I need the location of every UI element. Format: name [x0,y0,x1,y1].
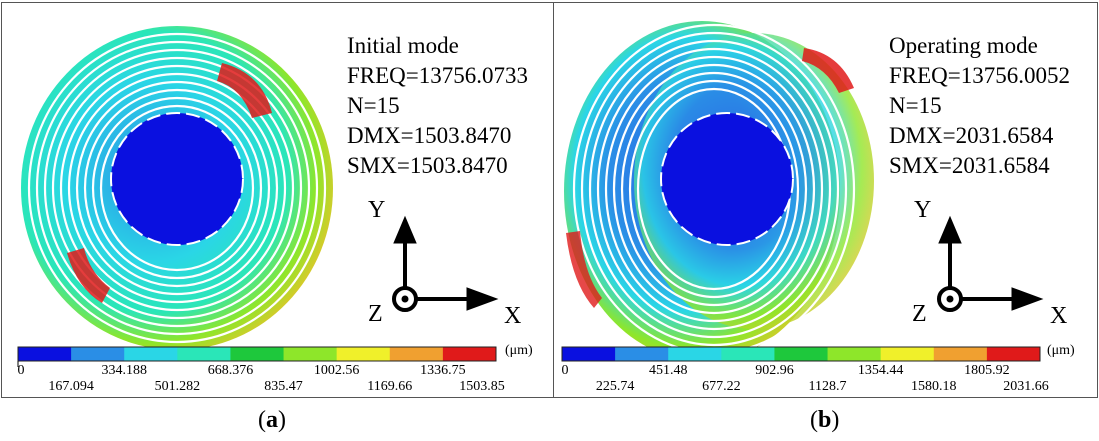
mode-title: Operating mode [889,33,1038,58]
n-readout: N=15 [347,93,400,118]
panel-operating-mode: Operating mode FREQ=13756.0052 N=15 DMX=… [553,2,1098,398]
axis-label-x: X [1050,303,1068,329]
mode-info-a: Initial mode FREQ=13756.0733 N=15 DMX=15… [347,31,528,181]
unit-label: (μm) [1047,343,1075,358]
n-readout: N=15 [889,93,942,118]
colorbar-segment [336,347,391,361]
colorbar-segment [283,347,338,361]
axis-label-y: Y [368,197,386,223]
colorbar-tick-label: 668.376 [207,363,254,378]
colorbar-segment [71,347,125,361]
colorbar-a [17,346,497,362]
axis-label-z: Z [912,301,927,327]
axis-label-y: Y [914,197,932,223]
colorbar-segment [774,347,829,361]
colorbar-tick-label: 0 [17,363,25,378]
colorbar-tick-label: 1503.85 [459,379,505,394]
colorbar-segment [615,347,669,361]
colorbar-ticks-b: 0 451.48 902.96 1354.44 1805.92 225.74 677.22 1… [554,363,1097,397]
colorbar-segment [389,347,444,361]
colorbar-segment [668,347,722,361]
mode-title: Initial mode [347,33,459,58]
axis-label-z: Z [368,301,383,327]
colorbar-tick-label: 0 [561,363,569,378]
colorbar-tick-label: 1580.18 [911,379,957,394]
hub-circle-a [111,113,243,245]
colorbar-outline [17,346,497,362]
colorbar-tick-label: 1002.56 [313,363,360,378]
colorbar-segment [721,347,775,361]
colorbar-segment [986,347,1041,361]
colorbar-tick-label: 1805.92 [964,363,1010,378]
axis-label-x: X [504,303,522,329]
caption-a: (a) [258,407,286,433]
caption-b: (b) [810,407,840,433]
colorbar-tick-label: 1128.7 [808,379,847,394]
hub-circle-b [661,113,793,245]
colorbar-segment [124,347,178,361]
mode-shape-plot-a [17,26,499,367]
colorbar-tick-label: 902.96 [755,363,794,378]
colorbar-tick-label: 2031.66 [1003,379,1049,394]
colorbar-ticks-a: 0 334.188 668.376 1002.56 1336.75 167.094 501.… [2,363,553,397]
axes-triad-b [937,215,1044,312]
axes-triad-a [392,215,499,312]
colorbar-tick-label: 1169.66 [367,379,413,394]
colorbar-tick-label: 1336.75 [420,363,466,378]
colorbar-segment [442,347,497,361]
freq-readout: FREQ=13756.0733 [347,63,529,88]
colorbar-segment [230,347,285,361]
dmx-readout: DMX=2031.6584 [889,123,1054,148]
colorbar-segment [177,347,231,361]
colorbar-b [561,346,1041,362]
unit-label: (μm) [505,343,533,358]
smx-readout: SMX=1503.8470 [347,153,508,178]
colorbar-tick-label: 1354.44 [857,363,904,378]
mode-shape-plot-b [561,21,1044,362]
colorbar-tick-label: 835.47 [264,379,303,394]
colorbar-tick-label: 225.74 [595,379,635,394]
dmx-readout: DMX=1503.8470 [347,123,512,148]
colorbar-outline [561,346,1041,362]
freq-readout: FREQ=13756.0052 [889,63,1071,88]
colorbar-tick-label: 167.094 [48,379,94,394]
colorbar-segment [880,347,935,361]
smx-readout: SMX=2031.6584 [889,153,1050,178]
colorbar-segment [827,347,882,361]
colorbar-segment [562,347,616,361]
colorbar-tick-label: 334.188 [101,363,147,378]
colorbar-segment [933,347,988,361]
panel-initial-mode: Initial mode FREQ=13756.0733 N=15 DMX=15… [1,2,554,398]
mode-info-b: Operating mode FREQ=13756.0052 N=15 DMX=… [889,31,1070,181]
colorbar-segment [18,347,72,361]
colorbar-tick-label: 677.22 [702,379,741,394]
colorbar-tick-label: 451.48 [648,363,688,378]
colorbar-tick-label: 501.282 [154,379,201,394]
